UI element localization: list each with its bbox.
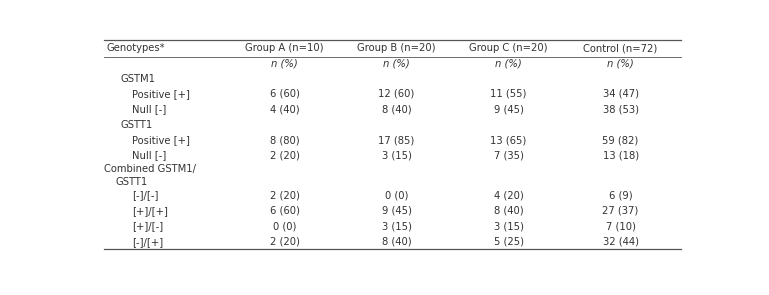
Text: n (%): n (%) xyxy=(608,59,634,69)
Text: Group B (n=20): Group B (n=20) xyxy=(358,43,436,53)
Text: GSTT1: GSTT1 xyxy=(121,120,153,130)
Text: 8 (40): 8 (40) xyxy=(381,104,411,114)
Text: 8 (40): 8 (40) xyxy=(381,237,411,247)
Text: 3 (15): 3 (15) xyxy=(381,150,411,160)
Text: 27 (37): 27 (37) xyxy=(602,206,639,216)
Text: 7 (10): 7 (10) xyxy=(606,221,635,231)
Text: 7 (35): 7 (35) xyxy=(494,150,524,160)
Text: [+]/[-]: [+]/[-] xyxy=(132,221,164,231)
Text: 6 (9): 6 (9) xyxy=(609,191,632,201)
Text: 9 (45): 9 (45) xyxy=(381,206,411,216)
Text: 0 (0): 0 (0) xyxy=(273,221,296,231)
Text: GSTT1: GSTT1 xyxy=(116,177,148,187)
Text: Genotypes*: Genotypes* xyxy=(107,43,165,53)
Text: 13 (65): 13 (65) xyxy=(491,135,527,145)
Text: Combined GSTM1/: Combined GSTM1/ xyxy=(104,164,196,174)
Text: 13 (18): 13 (18) xyxy=(603,150,638,160)
Text: 3 (15): 3 (15) xyxy=(381,221,411,231)
Text: n (%): n (%) xyxy=(271,59,298,69)
Text: 8 (40): 8 (40) xyxy=(494,206,524,216)
Text: 9 (45): 9 (45) xyxy=(494,104,524,114)
Text: Null [-]: Null [-] xyxy=(132,150,167,160)
Text: [-]/[-]: [-]/[-] xyxy=(132,191,159,201)
Text: GSTM1: GSTM1 xyxy=(121,73,155,83)
Text: 38 (53): 38 (53) xyxy=(603,104,638,114)
Text: 2 (20): 2 (20) xyxy=(269,150,299,160)
Text: Positive [+]: Positive [+] xyxy=(132,135,191,145)
Text: 59 (82): 59 (82) xyxy=(602,135,639,145)
Text: 34 (47): 34 (47) xyxy=(603,89,638,99)
Text: n (%): n (%) xyxy=(383,59,410,69)
Text: 2 (20): 2 (20) xyxy=(269,191,299,201)
Text: 8 (80): 8 (80) xyxy=(270,135,299,145)
Text: [-]/[+]: [-]/[+] xyxy=(132,237,164,247)
Text: [+]/[+]: [+]/[+] xyxy=(132,206,168,216)
Text: 11 (55): 11 (55) xyxy=(491,89,527,99)
Text: 6 (60): 6 (60) xyxy=(269,206,299,216)
Text: Null [-]: Null [-] xyxy=(132,104,167,114)
Text: 4 (40): 4 (40) xyxy=(270,104,299,114)
Text: 12 (60): 12 (60) xyxy=(378,89,414,99)
Text: n (%): n (%) xyxy=(495,59,522,69)
Text: Positive [+]: Positive [+] xyxy=(132,89,191,99)
Text: 32 (44): 32 (44) xyxy=(603,237,638,247)
Text: 5 (25): 5 (25) xyxy=(494,237,524,247)
Text: Group A (n=10): Group A (n=10) xyxy=(245,43,324,53)
Text: 4 (20): 4 (20) xyxy=(494,191,524,201)
Text: 0 (0): 0 (0) xyxy=(384,191,408,201)
Text: Control (n=72): Control (n=72) xyxy=(584,43,657,53)
Text: 17 (85): 17 (85) xyxy=(378,135,414,145)
Text: Group C (n=20): Group C (n=20) xyxy=(469,43,548,53)
Text: 2 (20): 2 (20) xyxy=(269,237,299,247)
Text: 6 (60): 6 (60) xyxy=(269,89,299,99)
Text: 3 (15): 3 (15) xyxy=(494,221,524,231)
